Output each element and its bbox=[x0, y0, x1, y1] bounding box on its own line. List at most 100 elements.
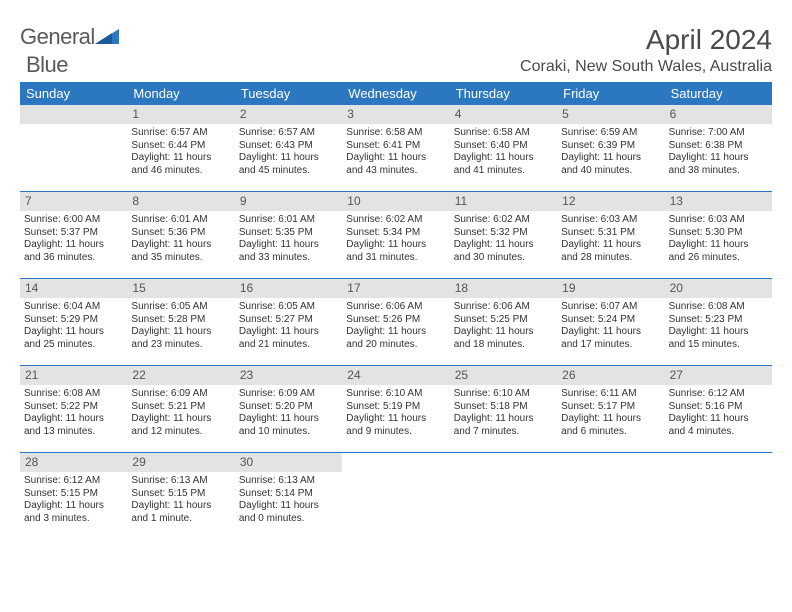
day-day2: and 28 minutes. bbox=[561, 252, 660, 265]
day-number: 24 bbox=[342, 366, 449, 385]
day-sunset: Sunset: 6:41 PM bbox=[346, 140, 445, 153]
day-cell: 28Sunrise: 6:12 AMSunset: 5:15 PMDayligh… bbox=[20, 453, 127, 539]
day-sunrise: Sunrise: 6:07 AM bbox=[561, 301, 660, 314]
day-cell bbox=[450, 453, 557, 539]
day-cell: 7Sunrise: 6:00 AMSunset: 5:37 PMDaylight… bbox=[20, 192, 127, 278]
day-day1: Daylight: 11 hours bbox=[561, 152, 660, 165]
day-day2: and 6 minutes. bbox=[561, 426, 660, 439]
day-cell: 29Sunrise: 6:13 AMSunset: 5:15 PMDayligh… bbox=[127, 453, 234, 539]
day-day2: and 43 minutes. bbox=[346, 165, 445, 178]
day-day1: Daylight: 11 hours bbox=[454, 152, 553, 165]
day-day2: and 1 minute. bbox=[131, 513, 230, 526]
day-sunset: Sunset: 5:30 PM bbox=[669, 227, 768, 240]
day-number: 20 bbox=[665, 279, 772, 298]
day-sunset: Sunset: 5:25 PM bbox=[454, 314, 553, 327]
day-number: 30 bbox=[235, 453, 342, 472]
day-day2: and 40 minutes. bbox=[561, 165, 660, 178]
day-cell: 26Sunrise: 6:11 AMSunset: 5:17 PMDayligh… bbox=[557, 366, 664, 452]
day-sunrise: Sunrise: 6:04 AM bbox=[24, 301, 123, 314]
day-day1: Daylight: 11 hours bbox=[454, 239, 553, 252]
days-of-week-header: Sunday Monday Tuesday Wednesday Thursday… bbox=[20, 82, 772, 105]
day-cell: 10Sunrise: 6:02 AMSunset: 5:34 PMDayligh… bbox=[342, 192, 449, 278]
logo-triangle-icon bbox=[95, 26, 119, 49]
day-sunrise: Sunrise: 6:59 AM bbox=[561, 127, 660, 140]
week-row: 21Sunrise: 6:08 AMSunset: 5:22 PMDayligh… bbox=[20, 366, 772, 453]
day-day2: and 3 minutes. bbox=[24, 513, 123, 526]
day-day1: Daylight: 11 hours bbox=[131, 239, 230, 252]
day-number: 4 bbox=[450, 105, 557, 124]
day-cell: 21Sunrise: 6:08 AMSunset: 5:22 PMDayligh… bbox=[20, 366, 127, 452]
day-day1: Daylight: 11 hours bbox=[669, 152, 768, 165]
day-sunrise: Sunrise: 6:01 AM bbox=[131, 214, 230, 227]
day-cell: 17Sunrise: 6:06 AMSunset: 5:26 PMDayligh… bbox=[342, 279, 449, 365]
day-sunset: Sunset: 6:39 PM bbox=[561, 140, 660, 153]
day-number: 11 bbox=[450, 192, 557, 211]
day-day1: Daylight: 11 hours bbox=[346, 239, 445, 252]
day-day1: Daylight: 11 hours bbox=[239, 239, 338, 252]
day-day1: Daylight: 11 hours bbox=[239, 500, 338, 513]
day-day2: and 20 minutes. bbox=[346, 339, 445, 352]
day-sunrise: Sunrise: 6:10 AM bbox=[346, 388, 445, 401]
day-sunset: Sunset: 5:34 PM bbox=[346, 227, 445, 240]
dow-saturday: Saturday bbox=[665, 82, 772, 105]
day-day2: and 26 minutes. bbox=[669, 252, 768, 265]
day-day1: Daylight: 11 hours bbox=[561, 326, 660, 339]
day-sunrise: Sunrise: 6:09 AM bbox=[239, 388, 338, 401]
day-sunset: Sunset: 6:40 PM bbox=[454, 140, 553, 153]
day-number: 2 bbox=[235, 105, 342, 124]
day-cell: 24 Sunrise: 6:10 AMSunset: 5:19 PMDayligh… bbox=[342, 366, 449, 452]
day-cell bbox=[20, 105, 127, 191]
day-sunrise: Sunrise: 6:05 AM bbox=[239, 301, 338, 314]
day-day2: and 36 minutes. bbox=[24, 252, 123, 265]
day-cell: 16Sunrise: 6:05 AMSunset: 5:27 PMDayligh… bbox=[235, 279, 342, 365]
day-sunrise: Sunrise: 6:08 AM bbox=[24, 388, 123, 401]
day-number: 22 bbox=[127, 366, 234, 385]
day-number: 6 bbox=[665, 105, 772, 124]
day-cell: 19Sunrise: 6:07 AMSunset: 5:24 PMDayligh… bbox=[557, 279, 664, 365]
day-sunrise: Sunrise: 6:06 AM bbox=[346, 301, 445, 314]
day-sunrise: Sunrise: 6:13 AM bbox=[239, 475, 338, 488]
day-day2: and 46 minutes. bbox=[131, 165, 230, 178]
day-sunrise: Sunrise: 7:00 AM bbox=[669, 127, 768, 140]
day-number: 14 bbox=[20, 279, 127, 298]
day-sunset: Sunset: 5:14 PM bbox=[239, 488, 338, 501]
day-sunset: Sunset: 5:26 PM bbox=[346, 314, 445, 327]
week-row: 7Sunrise: 6:00 AMSunset: 5:37 PMDaylight… bbox=[20, 192, 772, 279]
day-day1: Daylight: 11 hours bbox=[454, 413, 553, 426]
day-day1: Daylight: 11 hours bbox=[346, 413, 445, 426]
day-sunset: Sunset: 5:19 PM bbox=[346, 401, 445, 414]
day-sunset: Sunset: 6:44 PM bbox=[131, 140, 230, 153]
day-cell: 8Sunrise: 6:01 AMSunset: 5:36 PMDaylight… bbox=[127, 192, 234, 278]
day-sunrise: Sunrise: 6:02 AM bbox=[346, 214, 445, 227]
day-sunset: Sunset: 5:15 PM bbox=[24, 488, 123, 501]
day-day2: and 18 minutes. bbox=[454, 339, 553, 352]
day-cell: 12Sunrise: 6:03 AMSunset: 5:31 PMDayligh… bbox=[557, 192, 664, 278]
day-sunrise: Sunrise: 6:12 AM bbox=[24, 475, 123, 488]
day-day1: Daylight: 11 hours bbox=[131, 500, 230, 513]
day-cell: 3Sunrise: 6:58 AMSunset: 6:41 PMDaylight… bbox=[342, 105, 449, 191]
day-sunrise: Sunrise: 6:01 AM bbox=[239, 214, 338, 227]
day-sunset: Sunset: 6:38 PM bbox=[669, 140, 768, 153]
week-row: 14 Sunrise: 6:04 AMSunset: 5:29 PM Dayligh… bbox=[20, 279, 772, 366]
day-day1: Daylight: 11 hours bbox=[454, 326, 553, 339]
day-day2: and 0 minutes. bbox=[239, 513, 338, 526]
day-sunset: Sunset: 5:23 PM bbox=[669, 314, 768, 327]
day-sunset: Sunset: 5:29 PM bbox=[24, 314, 123, 327]
day-cell: 9Sunrise: 6:01 AMSunset: 5:35 PMDaylight… bbox=[235, 192, 342, 278]
day-cell bbox=[665, 453, 772, 539]
day-day2: and 12 minutes. bbox=[131, 426, 230, 439]
day-cell: 18Sunrise: 6:06 AMSunset: 5:25 PMDayligh… bbox=[450, 279, 557, 365]
header: General April 2024 Coraki, New South Wal… bbox=[20, 24, 772, 76]
day-sunrise: Sunrise: 6:58 AM bbox=[454, 127, 553, 140]
day-sunrise: Sunrise: 6:57 AM bbox=[239, 127, 338, 140]
day-day2: and 13 minutes. bbox=[24, 426, 123, 439]
day-day1: Daylight: 11 hours bbox=[131, 326, 230, 339]
title-block: April 2024 Coraki, New South Wales, Aust… bbox=[520, 24, 772, 76]
day-cell: 6 Sunrise: 7:00 AMSunset: 6:38 PMDaylight… bbox=[665, 105, 772, 191]
day-day2: and 33 minutes. bbox=[239, 252, 338, 265]
day-sunset: Sunset: 5:17 PM bbox=[561, 401, 660, 414]
day-day1: Daylight: 11 hours bbox=[239, 152, 338, 165]
day-day1: Daylight: 11 hours bbox=[346, 152, 445, 165]
day-sunset: Sunset: 6:43 PM bbox=[239, 140, 338, 153]
day-day1: Daylight: 11 hours bbox=[131, 413, 230, 426]
